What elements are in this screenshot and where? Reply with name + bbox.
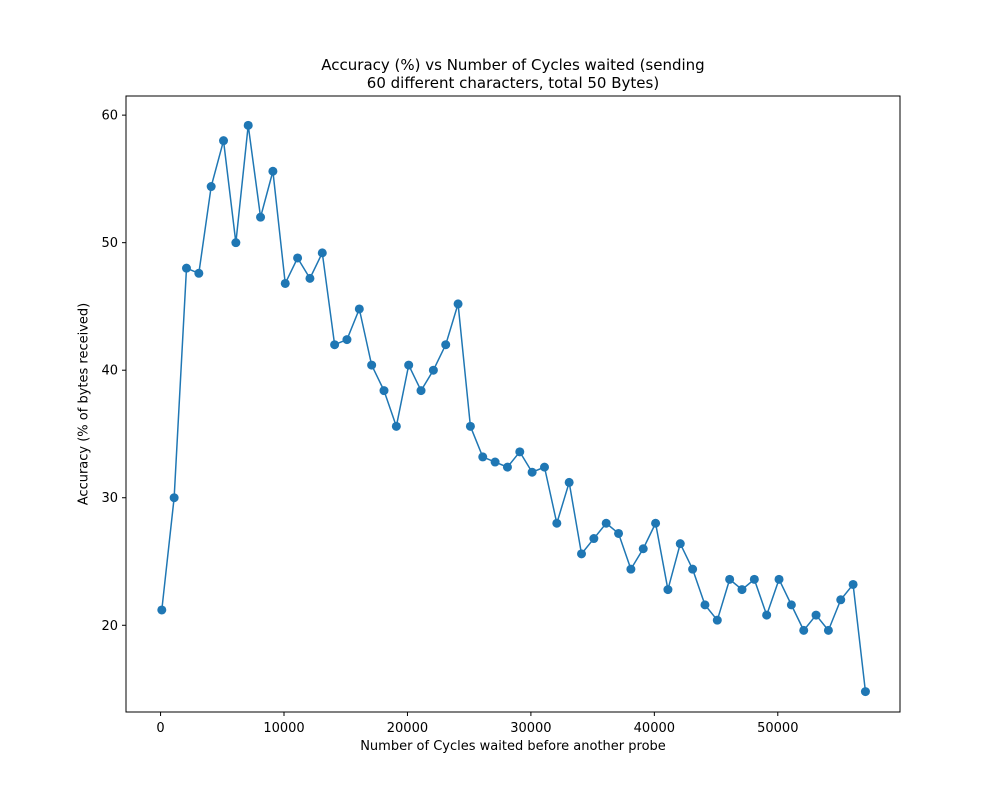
data-point bbox=[169, 493, 179, 503]
data-point bbox=[675, 539, 685, 549]
data-point bbox=[539, 462, 549, 472]
data-point bbox=[416, 386, 426, 396]
y-axis-label: Accuracy (% of bytes received) bbox=[76, 302, 92, 506]
data-point bbox=[219, 136, 229, 146]
y-tick-label-3: 50 bbox=[101, 236, 118, 251]
data-point bbox=[330, 340, 340, 350]
plot-area-frame bbox=[125, 95, 901, 713]
data-point bbox=[527, 467, 537, 477]
data-point bbox=[762, 610, 772, 620]
data-point bbox=[256, 212, 266, 222]
data-point bbox=[774, 574, 784, 584]
x-tick-label-2: 20000 bbox=[387, 721, 428, 736]
data-point bbox=[860, 687, 870, 697]
data-point bbox=[243, 120, 253, 130]
data-point bbox=[663, 585, 673, 595]
data-point bbox=[206, 182, 216, 192]
data-point bbox=[601, 518, 611, 528]
data-point bbox=[712, 615, 722, 625]
data-point bbox=[614, 528, 624, 538]
data-point bbox=[502, 462, 512, 472]
data-point bbox=[626, 564, 636, 574]
data-point bbox=[823, 625, 833, 635]
data-point bbox=[589, 534, 599, 544]
x-axis-label: Number of Cycles waited before another p… bbox=[360, 739, 666, 754]
y-tick-label-0: 20 bbox=[101, 619, 118, 634]
data-point bbox=[280, 278, 290, 288]
data-point bbox=[848, 579, 858, 589]
data-point bbox=[354, 304, 364, 314]
data-point bbox=[836, 595, 846, 605]
chart-title-line-1: Accuracy (%) vs Number of Cycles waited … bbox=[321, 56, 705, 74]
data-point bbox=[293, 253, 303, 263]
data-point bbox=[465, 421, 475, 431]
y-tick-label-1: 30 bbox=[101, 491, 118, 506]
data-point bbox=[157, 605, 167, 615]
axis-ticks: 0 10000 20000 30000 40000 50000 20 30 40 50 60 bbox=[101, 109, 798, 736]
data-point bbox=[342, 335, 352, 345]
y-tick-label-2: 40 bbox=[101, 364, 118, 379]
data-point bbox=[268, 166, 278, 176]
data-point bbox=[638, 544, 648, 554]
x-tick-label-4: 40000 bbox=[634, 721, 675, 736]
data-point bbox=[379, 386, 389, 396]
data-point bbox=[367, 360, 377, 370]
x-tick-label-3: 30000 bbox=[510, 721, 551, 736]
series-group bbox=[157, 120, 870, 697]
data-point bbox=[737, 585, 747, 595]
data-point bbox=[317, 248, 327, 258]
y-tick-label-4: 60 bbox=[101, 109, 118, 124]
x-tick-label-5: 50000 bbox=[757, 721, 798, 736]
data-point bbox=[391, 421, 401, 431]
data-point bbox=[651, 518, 661, 528]
data-point bbox=[515, 447, 525, 457]
data-point bbox=[811, 610, 821, 620]
data-point bbox=[305, 273, 315, 283]
data-point bbox=[799, 625, 809, 635]
x-tick-label-0: 0 bbox=[156, 721, 164, 736]
x-tick-label-1: 10000 bbox=[263, 721, 304, 736]
data-point bbox=[428, 365, 438, 375]
data-point bbox=[453, 299, 463, 309]
data-point bbox=[231, 238, 241, 248]
data-point bbox=[749, 574, 759, 584]
data-point bbox=[478, 452, 488, 462]
data-point bbox=[786, 600, 796, 610]
data-point bbox=[194, 268, 204, 278]
data-point bbox=[688, 564, 698, 574]
data-point bbox=[577, 549, 587, 559]
data-point bbox=[441, 340, 451, 350]
data-point bbox=[181, 263, 191, 273]
data-point bbox=[404, 360, 414, 370]
data-point bbox=[490, 457, 500, 467]
chart-title-line-2: 60 different characters, total 50 Bytes) bbox=[366, 74, 660, 92]
data-point bbox=[564, 477, 574, 487]
data-point bbox=[725, 574, 735, 584]
data-point bbox=[552, 518, 562, 528]
series-line-0 bbox=[161, 124, 867, 692]
data-point bbox=[700, 600, 710, 610]
